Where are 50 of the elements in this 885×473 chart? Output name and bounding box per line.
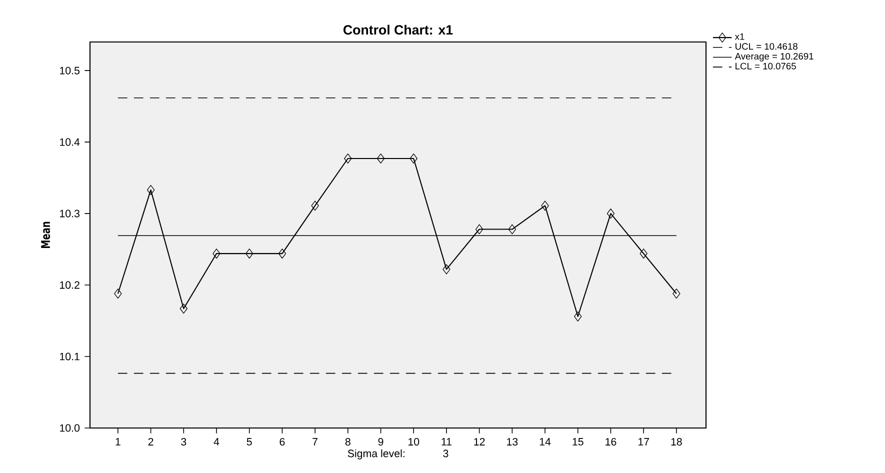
x-axis-title: Sigma level: [348, 449, 404, 460]
x-tick-label: 14 [540, 438, 551, 446]
point [508, 224, 516, 234]
chart-title: Control Chart: x1 [343, 24, 453, 35]
point [606, 208, 615, 219]
x-tick-label: 5 [246, 438, 252, 446]
point [114, 288, 122, 299]
point [541, 200, 549, 211]
x-tick-label: 13 [507, 438, 518, 446]
point [574, 311, 582, 322]
x-tick-label: 4 [214, 438, 220, 446]
x-tick-label: 15 [572, 438, 584, 446]
y-tick-label: 10.2 [60, 281, 80, 289]
legend-label: UCL = 10.4618 [736, 43, 798, 50]
point [344, 154, 352, 164]
x-tick-label: 7 [312, 438, 318, 446]
y-tick-label: 10.4 [60, 138, 80, 146]
x-tick-label: 1 [116, 438, 120, 446]
x-tick-label: 9 [378, 438, 384, 446]
text: 3 [443, 450, 448, 458]
legend-label: x1 [734, 33, 744, 40]
y-tick-label: 10.0 [60, 424, 80, 432]
x-tick-label: 18 [671, 438, 682, 446]
point [278, 248, 286, 259]
point [410, 154, 418, 164]
y-tick-label: 10.5 [60, 66, 80, 74]
x-tick-label: 17 [638, 438, 649, 446]
x-tick-label: 3 [181, 438, 186, 446]
point [640, 248, 648, 259]
point [146, 184, 155, 195]
x-tick-label: 12 [474, 438, 485, 446]
x-tick-label: 8 [345, 438, 350, 446]
y-tick-label: 10.1 [60, 352, 80, 360]
legend-label: LCL = 10.0765 [736, 62, 796, 70]
point [246, 248, 254, 259]
x-tick-label: 10 [408, 438, 420, 446]
y-axis-title: Mean [41, 222, 50, 248]
point [672, 288, 680, 299]
legend-label: Average = 10.2691 [734, 52, 814, 62]
x-tick-label: 2 [148, 438, 154, 446]
x-tick-label: 16 [606, 438, 616, 446]
point [311, 200, 319, 211]
x-tick-label: 11 [442, 438, 452, 446]
x-tick-label: 6 [280, 438, 285, 446]
point [376, 154, 385, 164]
point [180, 304, 188, 314]
y-tick-label: 10.3 [60, 210, 80, 218]
point [212, 248, 220, 259]
point [442, 264, 450, 274]
point [475, 224, 484, 234]
